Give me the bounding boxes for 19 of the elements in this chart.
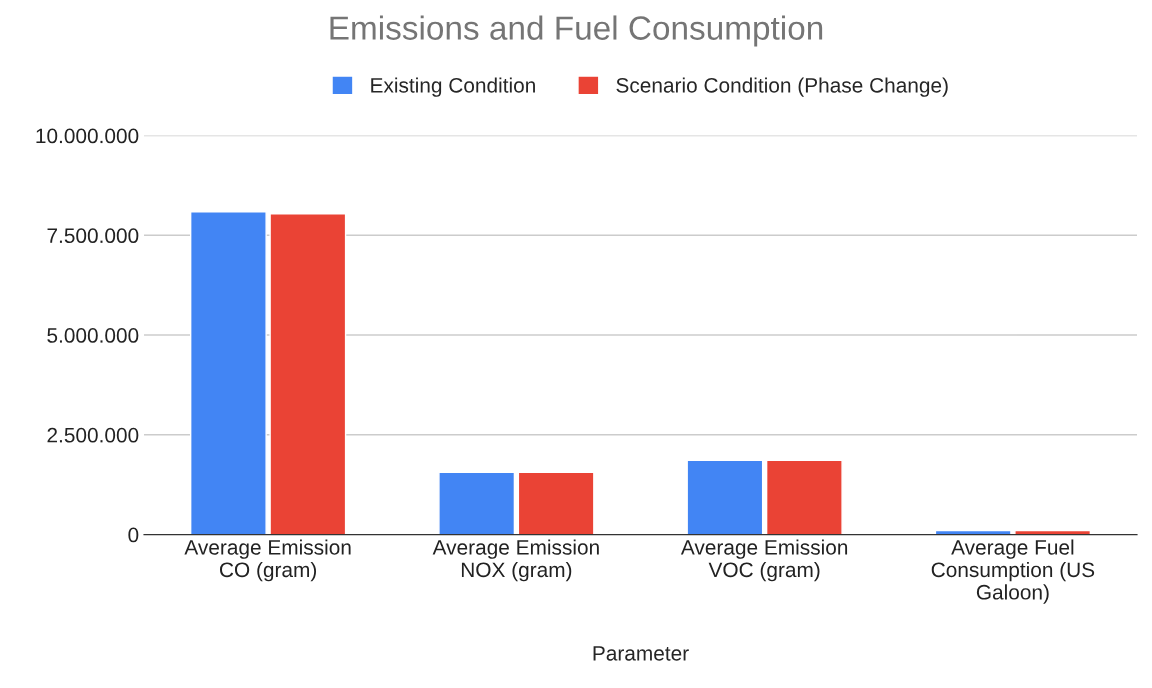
x-tick-label: Average Fuel Consumption (US Galoon) xyxy=(931,539,1095,604)
bar xyxy=(517,471,595,535)
bar xyxy=(438,471,516,535)
x-tick-label: Average Emission VOC (gram) xyxy=(680,539,848,582)
y-tick-label: 0 xyxy=(128,527,139,543)
y-tick-label: 10.000.000 xyxy=(36,128,139,144)
bar xyxy=(269,213,347,535)
y-tick-label: 7.500.000 xyxy=(47,228,139,244)
x-tick-label: Average Emission NOX (gram) xyxy=(432,539,599,582)
y-tick-label: 5.000.000 xyxy=(47,328,139,343)
bar xyxy=(686,459,764,535)
y-tick-label: 2.500.000 xyxy=(47,427,139,443)
x-tick-label: Average Emission CO (gram) xyxy=(184,539,351,582)
bar xyxy=(765,459,843,535)
legend-label: Scenario Condition (Phase Change) xyxy=(616,77,948,97)
x-axis-title: Parameter xyxy=(593,646,689,661)
bar xyxy=(189,211,267,535)
legend-label: Existing Condition xyxy=(371,77,535,97)
chart-title: Emissions and Fuel Consumption xyxy=(330,15,823,47)
